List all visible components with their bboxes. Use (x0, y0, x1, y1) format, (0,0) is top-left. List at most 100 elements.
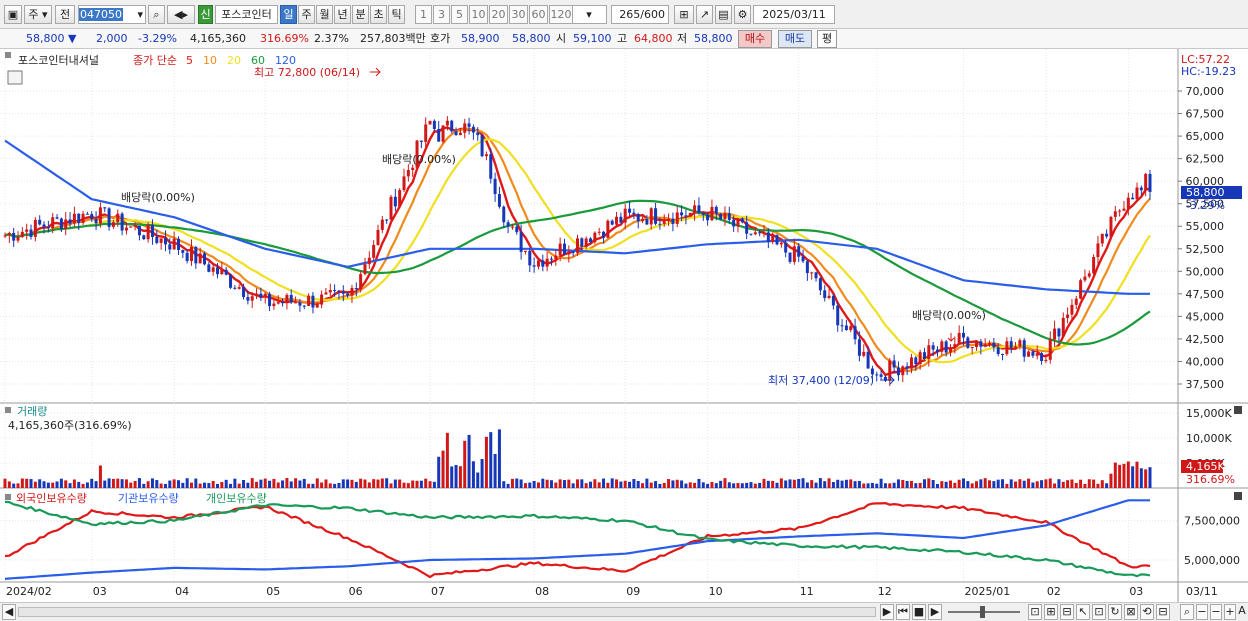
period-tab-4[interactable]: 분 (352, 5, 369, 24)
interval-button-5[interactable]: 30 (509, 5, 528, 24)
sell-button[interactable]: 매도 (778, 30, 812, 48)
chart-type-icon[interactable]: ⊞ (674, 5, 694, 24)
calculator-icon[interactable] (7, 70, 23, 85)
period-tab-2[interactable]: 월 (316, 5, 333, 24)
current-change-tag: -3.29% (1186, 199, 1225, 212)
scroll-right-icon[interactable]: ▶ (880, 604, 894, 620)
interval-button-2[interactable]: 5 (451, 5, 468, 24)
candle-body (788, 252, 792, 262)
tool-3-icon[interactable]: ↻ (1108, 604, 1122, 620)
layout-2-icon[interactable]: ⊞ (1044, 604, 1058, 620)
volume-bar (975, 481, 979, 488)
volume-bar (532, 480, 536, 488)
candle-body (107, 208, 111, 227)
price-tick-label: 40,000 (1186, 355, 1225, 368)
horizontal-scrollbar[interactable] (18, 607, 876, 617)
candle-body (450, 120, 454, 132)
volume-handle-icon[interactable] (5, 407, 11, 413)
volume-ratio: 316.69% (260, 32, 309, 45)
interval-button-3[interactable]: 10 (469, 5, 488, 24)
volume-bar (346, 479, 350, 488)
period-tab-1[interactable]: 주 (298, 5, 315, 24)
open-label: 시 (556, 32, 567, 45)
tool-2-icon[interactable]: ⊡ (1092, 604, 1106, 620)
holdings-close-icon[interactable] (1234, 492, 1242, 500)
tool-1-icon[interactable]: ↖ (1076, 604, 1090, 620)
candle-body (1092, 257, 1096, 274)
sound-icon[interactable]: ◀▸ (167, 5, 195, 24)
search-icon[interactable]: ⌕ (148, 5, 165, 24)
tool-5-icon[interactable]: ⟲ (1140, 604, 1154, 620)
rewind-icon[interactable]: ⏮ (896, 604, 910, 620)
candle-body (736, 218, 740, 227)
draw-tool-icon[interactable]: ↗ (696, 5, 713, 24)
candle-body (1014, 346, 1018, 348)
period-tab-6[interactable]: 틱 (388, 5, 405, 24)
x-axis-label: 03 (93, 585, 107, 598)
volume-bar (523, 483, 527, 488)
interval-button-6[interactable]: 60 (529, 5, 548, 24)
stop-icon[interactable]: ■ (912, 604, 926, 620)
volume-bar (645, 478, 649, 488)
buy-button[interactable]: 매수 (738, 30, 772, 48)
layout-3-icon[interactable]: ⊟ (1060, 604, 1074, 620)
zoom-in-icon[interactable]: + (1224, 604, 1236, 620)
screen-menu-icon[interactable]: ▣ (4, 5, 22, 24)
volume-bar (380, 478, 384, 488)
interval-button-0[interactable]: 1 (415, 5, 432, 24)
candle-body (324, 292, 328, 295)
settings-gear-icon[interactable]: ⚙ (734, 5, 751, 24)
holdings-handle-icon[interactable] (5, 494, 11, 500)
period-tab-0[interactable]: 일 (280, 5, 297, 24)
volume-bar (315, 478, 319, 488)
period-tab-5[interactable]: 초 (370, 5, 387, 24)
market-select[interactable]: 주 ▾ (24, 5, 52, 24)
zoom-search-icon[interactable]: ⌕ (1180, 604, 1194, 620)
interval-button-1[interactable]: 3 (433, 5, 450, 24)
font-size-icon[interactable]: A (1238, 604, 1246, 617)
volume-close-icon[interactable] (1234, 406, 1242, 414)
zoom-out-icon[interactable]: − (1196, 604, 1208, 620)
save-icon[interactable]: ▤ (715, 5, 732, 24)
volume-bar (389, 483, 393, 488)
interval-button-4[interactable]: 20 (489, 5, 508, 24)
price-tick-label: 60,000 (1186, 175, 1225, 188)
prev-button[interactable]: 전 (55, 5, 75, 24)
scroll-left-icon[interactable]: ◀ (2, 604, 16, 620)
count-input[interactable]: 265/600 (611, 5, 669, 24)
code-input[interactable]: 047050 ▾ (78, 5, 146, 24)
period-tab-3[interactable]: 년 (334, 5, 351, 24)
volume-bar (42, 481, 46, 488)
high-price: 64,800 (634, 32, 673, 45)
date-input[interactable]: 2025/03/11 (753, 5, 835, 24)
total-count: /600 (640, 8, 665, 21)
tool-4-icon[interactable]: ⊠ (1124, 604, 1138, 620)
candle-body (658, 223, 662, 225)
eval-button[interactable]: 평 (817, 30, 837, 48)
collapse-icon[interactable]: − (1210, 604, 1222, 620)
volume-bar (298, 480, 302, 488)
candle-body (1044, 359, 1048, 362)
interval-button-7[interactable]: 120 (549, 5, 573, 24)
candle-body (129, 226, 133, 228)
volume-bar (259, 479, 263, 488)
interval-dropdown[interactable]: ▾ (571, 5, 607, 24)
panel-handle-icon[interactable] (5, 52, 11, 58)
layout-1-icon[interactable]: ⊡ (1028, 604, 1042, 620)
volume-bar (103, 480, 107, 488)
code-dropdown-icon[interactable]: ▾ (137, 8, 143, 21)
volume-bar (207, 483, 211, 488)
volume-bar (888, 483, 892, 488)
volume-bar (1118, 464, 1122, 488)
play-icon[interactable]: ▶ (928, 604, 942, 620)
candle-body (940, 341, 944, 352)
volume-bar (98, 465, 102, 488)
candle-body (432, 120, 436, 130)
zoom-slider-thumb[interactable] (980, 606, 985, 618)
price-tick-label: 42,500 (1186, 333, 1225, 346)
volume-bar (628, 481, 632, 488)
tool-6-icon[interactable]: ⊟ (1156, 604, 1170, 620)
price-value: 58,800 (26, 32, 65, 45)
volume-bar (1044, 479, 1048, 488)
stock-chart[interactable]: 70,000 67,500 65,000 62,500 60,000 57,500 55,0… (0, 49, 1248, 602)
